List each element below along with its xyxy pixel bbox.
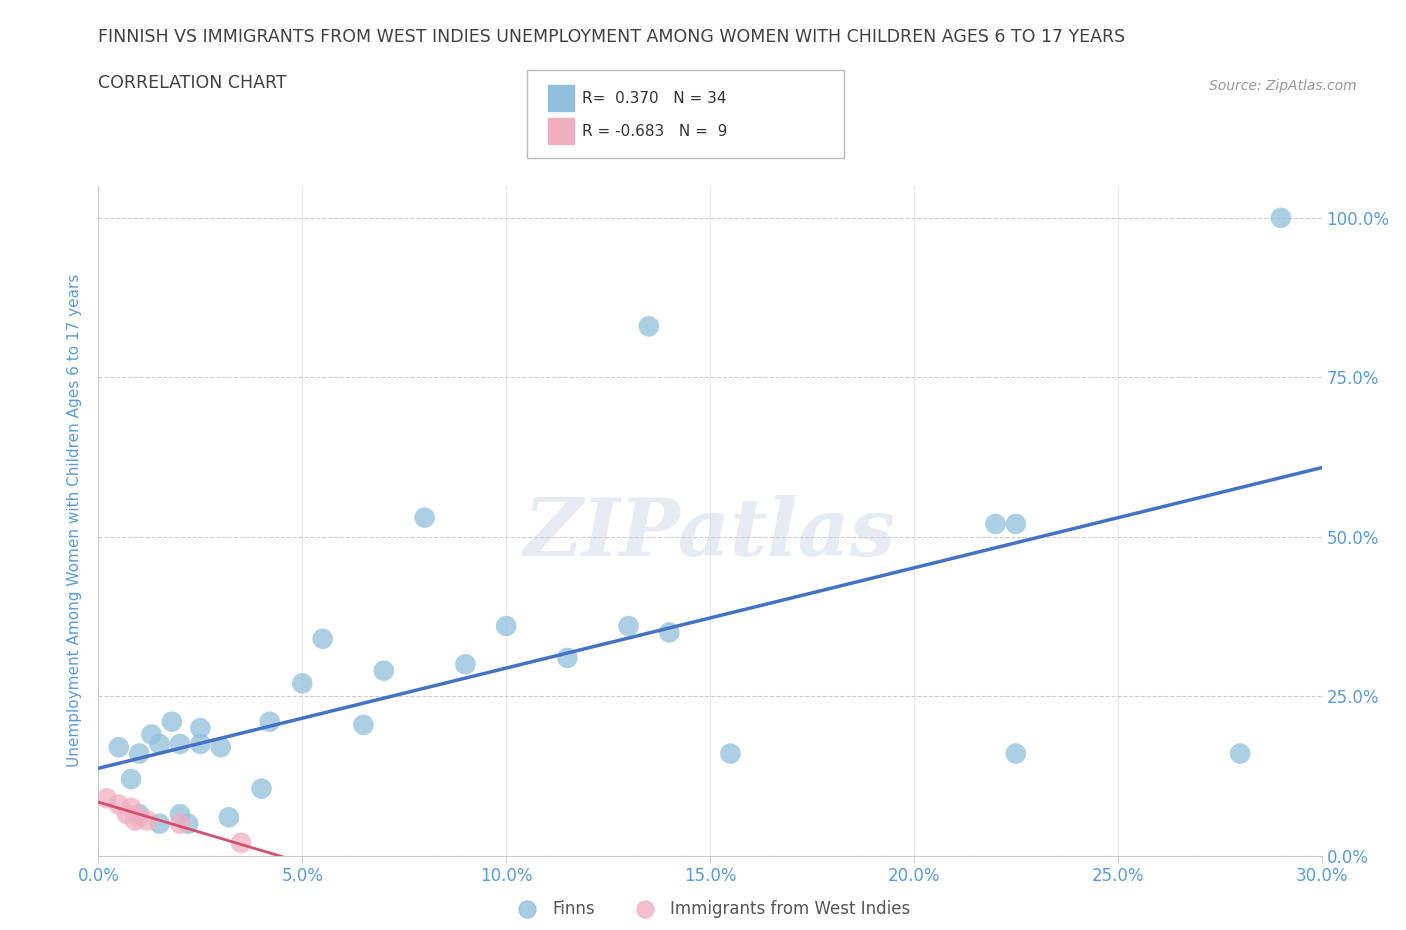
Point [984, 516, 1007, 531]
Text: R = -0.683   N =  9: R = -0.683 N = 9 [582, 124, 727, 139]
Point [177, 817, 200, 831]
Text: ZIPatlas: ZIPatlas [524, 496, 896, 573]
Legend: Finns, Immigrants from West Indies: Finns, Immigrants from West Indies [503, 893, 917, 924]
Point [720, 746, 742, 761]
Point [291, 676, 314, 691]
Point [128, 746, 150, 761]
Point [218, 810, 240, 825]
Point [128, 806, 150, 821]
Point [96, 790, 118, 805]
Point [638, 319, 661, 334]
Point [250, 781, 273, 796]
Point [141, 727, 163, 742]
Point [495, 618, 517, 633]
Point [259, 714, 281, 729]
Point [557, 650, 579, 665]
Point [120, 772, 142, 787]
Point [115, 806, 138, 821]
Point [169, 817, 191, 831]
Point [169, 737, 191, 751]
Text: Source: ZipAtlas.com: Source: ZipAtlas.com [1209, 79, 1357, 93]
Point [108, 797, 131, 812]
Text: CORRELATION CHART: CORRELATION CHART [98, 74, 287, 92]
Point [169, 806, 191, 821]
Point [128, 810, 150, 825]
Point [160, 714, 183, 729]
Point [120, 801, 142, 816]
Point [108, 739, 131, 754]
Point [352, 717, 374, 732]
Point [231, 835, 253, 850]
Text: R=  0.370   N = 34: R= 0.370 N = 34 [582, 90, 727, 106]
Point [617, 618, 640, 633]
Point [136, 813, 159, 828]
Point [149, 737, 172, 751]
Point [1004, 516, 1026, 531]
Point [312, 631, 335, 646]
Point [1004, 746, 1026, 761]
Point [454, 657, 477, 671]
Text: FINNISH VS IMMIGRANTS FROM WEST INDIES UNEMPLOYMENT AMONG WOMEN WITH CHILDREN AG: FINNISH VS IMMIGRANTS FROM WEST INDIES U… [98, 28, 1126, 46]
Point [149, 817, 172, 831]
Point [1270, 210, 1292, 225]
Point [188, 737, 212, 751]
Point [188, 721, 212, 736]
Point [1229, 746, 1251, 761]
Point [209, 739, 232, 754]
Point [658, 625, 681, 640]
Point [413, 511, 436, 525]
Point [373, 663, 395, 678]
Y-axis label: Unemployment Among Women with Children Ages 6 to 17 years: Unemployment Among Women with Children A… [67, 274, 83, 767]
Point [124, 813, 146, 828]
